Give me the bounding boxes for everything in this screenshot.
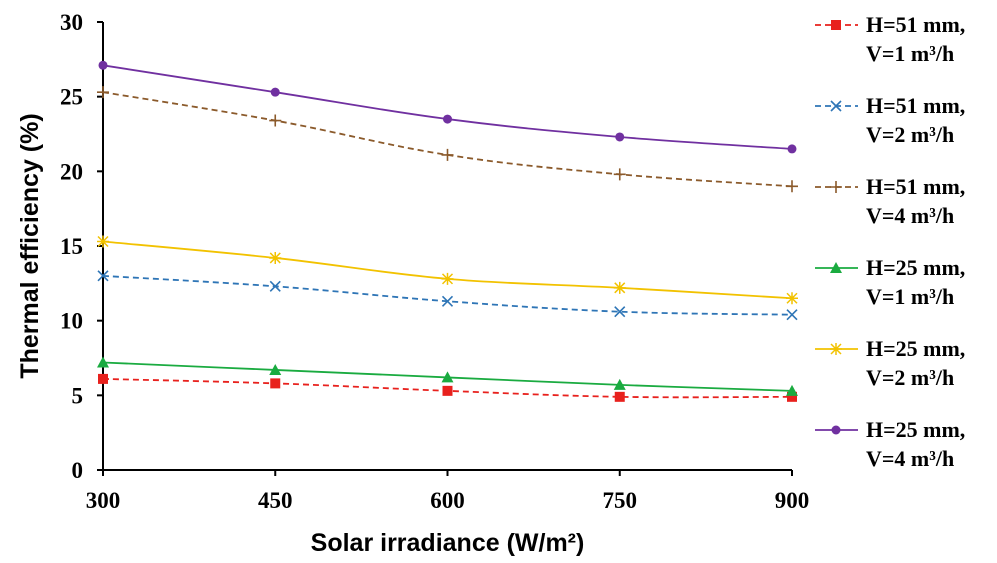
data-point <box>786 180 798 193</box>
legend-item-4: H=25 mm, V=1 m³/h <box>815 255 965 309</box>
legend-item-6: H=25 mm, V=4 m³/h <box>815 417 965 471</box>
series-6 <box>98 60 797 154</box>
data-point <box>97 86 109 99</box>
legend-item-3: H=51 mm, V=4 m³/h <box>815 174 965 228</box>
data-point <box>97 356 109 368</box>
data-point <box>613 168 626 181</box>
data-point <box>97 270 109 282</box>
legend-item-5: H=25 mm, V=2 m³/h <box>815 336 965 390</box>
legend-label-line1: H=25 mm, <box>866 336 965 361</box>
series-4 <box>97 356 798 396</box>
data-point <box>269 114 282 127</box>
x-tick-label: 450 <box>258 488 293 513</box>
series-1 <box>98 373 797 402</box>
y-axis-title: Thermal efficiency (%) <box>16 113 44 378</box>
data-point <box>615 132 625 142</box>
data-point <box>442 385 453 396</box>
series-5 <box>97 235 798 305</box>
data-point <box>98 60 108 70</box>
data-point <box>269 280 281 292</box>
legend-label-line2: V=4 m³/h <box>866 203 954 228</box>
legend-label-line1: H=25 mm, <box>866 417 965 442</box>
x-tick-label: 300 <box>86 488 121 513</box>
legend-label-line2: V=2 m³/h <box>866 122 954 147</box>
data-point <box>787 144 797 154</box>
data-point <box>441 371 454 383</box>
x-tick-label: 900 <box>775 488 810 513</box>
y-tick-label: 10 <box>60 309 83 334</box>
legend-label-line2: V=1 m³/h <box>866 284 954 309</box>
data-point <box>98 373 108 384</box>
y-tick-label: 30 <box>60 10 83 35</box>
y-tick-label: 25 <box>60 85 83 110</box>
data-point <box>97 235 109 248</box>
data-point <box>443 114 452 124</box>
legend-label-line1: H=51 mm, <box>866 12 965 37</box>
data-point <box>269 251 282 264</box>
legend: H=51 mm,V=1 m³/hH=51 mm,V=2 m³/hH=51 mm,… <box>815 12 965 471</box>
legend-swatch-marker <box>831 20 841 30</box>
series-2 <box>97 270 798 321</box>
legend-label-line2: V=1 m³/h <box>866 41 954 66</box>
x-tick-label: 750 <box>603 488 638 513</box>
data-point <box>270 378 281 389</box>
data-point <box>614 391 625 402</box>
series-line <box>102 91 793 188</box>
legend-label-line1: H=51 mm, <box>866 93 965 118</box>
y-tick-label: 5 <box>72 383 84 408</box>
data-point <box>786 384 798 396</box>
y-tick-label: 0 <box>72 458 84 483</box>
legend-swatch-marker <box>830 343 842 355</box>
legend-label-line1: H=25 mm, <box>866 255 965 280</box>
data-point <box>786 309 798 321</box>
series-line <box>102 64 793 150</box>
data-point <box>613 378 626 390</box>
data-point <box>613 281 626 294</box>
data-point <box>786 292 798 305</box>
data-point <box>269 363 282 375</box>
legend-item-2: H=51 mm, V=2 m³/h <box>815 93 965 147</box>
y-tick-label: 15 <box>60 234 83 259</box>
legend-swatch-marker <box>830 100 842 112</box>
legend-swatch-marker <box>830 262 842 273</box>
legend-label-line2: V=4 m³/h <box>866 446 954 471</box>
legend-swatch-marker <box>831 425 841 435</box>
data-point <box>441 272 454 285</box>
data-point <box>270 87 280 97</box>
y-tick-label: 20 <box>60 159 83 184</box>
legend-label-line2: V=2 m³/h <box>866 365 954 390</box>
x-tick-label: 600 <box>430 488 465 513</box>
x-axis-title: Solar irradiance (W/m²) <box>311 529 585 557</box>
legend-swatch-marker <box>830 181 842 193</box>
legend-label-line1: H=51 mm, <box>866 174 965 199</box>
series-3 <box>97 86 798 193</box>
data-point <box>441 295 454 307</box>
series-line <box>102 240 793 300</box>
data-point <box>787 391 797 402</box>
legend-item-1: H=51 mm, V=1 m³/h <box>815 12 965 66</box>
axes: 0 5 10 15 20 25 30 300 450 600 750 900 <box>60 10 809 513</box>
data-point <box>614 306 626 318</box>
series-layer <box>97 60 798 402</box>
data-point <box>441 148 454 161</box>
